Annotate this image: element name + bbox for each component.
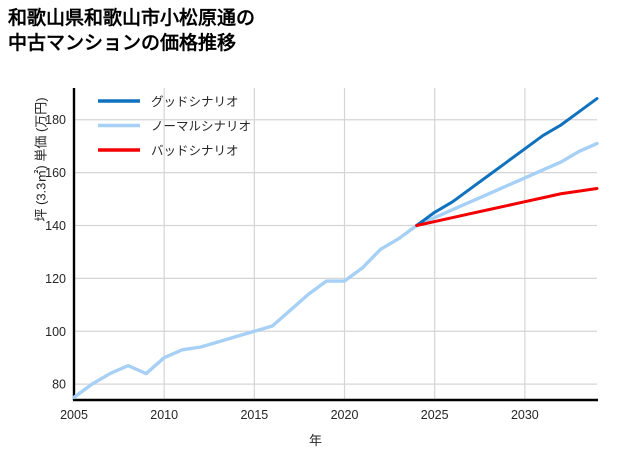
gridlines [74,88,597,400]
legend-label: ノーマルシナリオ [151,120,251,134]
y-tick-label: 100 [45,325,66,339]
axis-lines [72,88,598,402]
x-tick-label: 2005 [60,408,88,422]
x-tick-label: 2010 [150,408,178,422]
y-tick-label: 120 [45,272,66,286]
data-series-group [72,97,599,400]
legend-label: バッドシナリオ [151,144,239,158]
y-axis-tick-labels: 80 100 120 140 160 180 [45,113,66,391]
y-tick-label: 80 [52,378,66,392]
x-tick-label: 2030 [511,408,539,422]
x-tick-label: 2015 [240,408,268,422]
x-tick-label: 2025 [421,408,449,422]
x-axis-tick-labels: 2005 2010 2015 2020 2025 2030 [60,408,539,422]
series-line-normal [72,141,599,400]
y-axis-label: 坪 (3.3㎡) 単価 (万円) [33,97,49,222]
y-tick-label: 140 [45,219,66,233]
series-line-bad [415,186,599,227]
x-axis-label: 年 [0,430,621,449]
series-line-good [415,97,599,227]
y-tick-label: 160 [45,166,66,180]
y-tick-label: 180 [45,113,66,127]
page-title: 和歌山県和歌山市小松原通の 中古マンションの価格推移 [8,8,256,54]
x-axis-label-text: 年 [308,433,322,448]
legend-label: グッドシナリオ [151,95,239,109]
x-tick-label: 2020 [331,408,359,422]
